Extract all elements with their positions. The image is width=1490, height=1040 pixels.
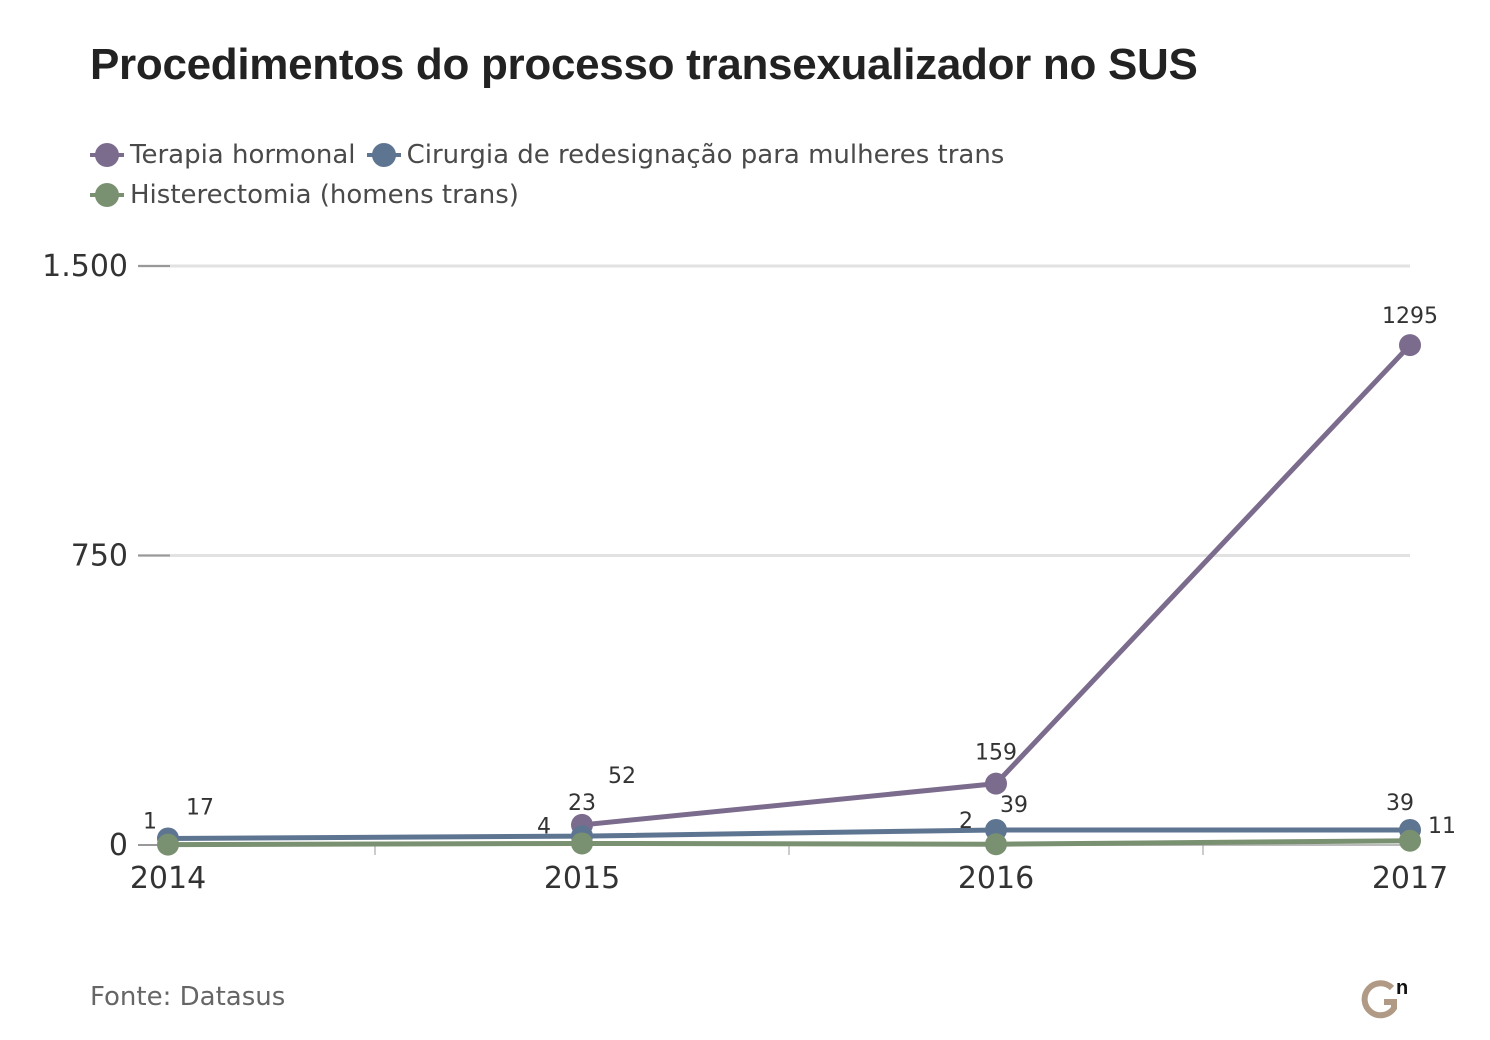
x-tick-label: 2014 [130,861,206,896]
legend-dot [95,183,119,207]
legend-item-histerectomia[interactable]: Histerectomia (homens trans) [90,176,519,214]
data-label: 39 [1000,793,1028,818]
legend-marker-icon [90,183,124,207]
data-label: 39 [1386,791,1414,816]
series-line [167,827,1410,841]
x-tick-label: 2015 [544,861,620,896]
x-tick-label: 2016 [958,861,1034,896]
legend-item-cirurgia[interactable]: Cirurgia de redesignação para mulheres t… [366,136,1005,174]
chart-title: Procedimentos do processo transexualizad… [90,40,1198,89]
data-point [985,772,1007,795]
svg-text:n: n [1396,977,1408,999]
legend-label: Histerectomia (homens trans) [130,180,519,210]
data-label: 159 [975,741,1017,766]
legend-label: Cirurgia de redesignação para mulheres t… [406,140,1005,170]
source-note: Fonte: Datasus [90,982,286,1012]
data-label: 23 [568,791,596,816]
y-tick-label: 1.500 [42,249,128,284]
legend-marker-icon [90,143,124,167]
data-label: 17 [186,795,214,820]
y-tick-label: 0 [109,828,128,863]
data-point [571,832,593,855]
data-label: 11 [1428,814,1456,839]
y-tick-label: 750 [71,539,128,574]
legend: Terapia hormonal Cirurgia de redesignaçã… [90,136,1190,216]
data-point [985,833,1007,856]
x-tick-label: 2017 [1372,861,1448,896]
data-label: 2 [959,809,973,834]
data-label: 4 [537,814,551,839]
data-label: 52 [608,764,636,789]
legend-dot [95,143,119,167]
data-point [157,833,179,856]
gn-logo-icon: n [1361,977,1408,1019]
data-label: 1295 [1382,304,1438,329]
legend-marker-icon [366,143,401,167]
legend-item-terapia-hormonal[interactable]: Terapia hormonal [90,136,356,174]
data-point [1399,334,1421,357]
legend-label: Terapia hormonal [130,140,356,170]
data-point [1399,829,1421,852]
legend-dot [371,143,396,167]
data-label: 1 [143,810,157,835]
series-line [167,838,1411,848]
